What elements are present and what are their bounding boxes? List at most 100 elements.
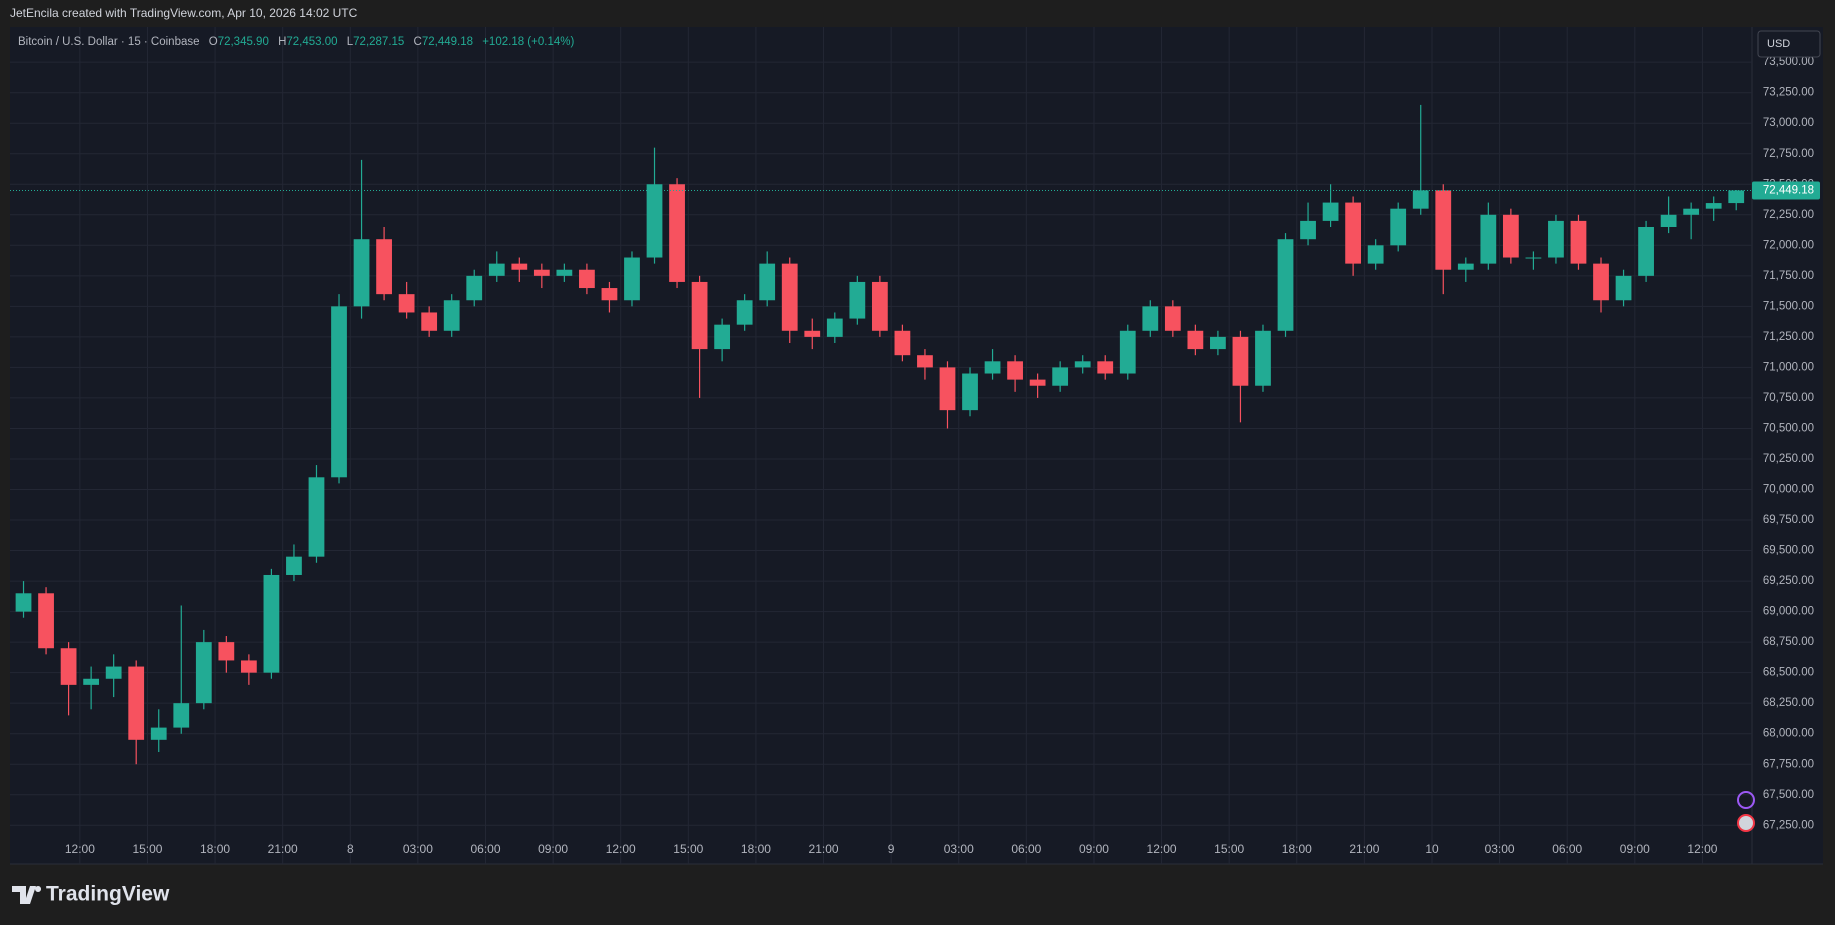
x-tick-label: 03:00	[944, 842, 974, 856]
y-tick-label: 72,750.00	[1763, 148, 1814, 160]
x-tick-label: 06:00	[1552, 842, 1582, 856]
last-price-label: 72,449.18	[1763, 184, 1814, 196]
y-tick-label: 73,000.00	[1763, 117, 1814, 129]
x-tick-label: 06:00	[1011, 842, 1041, 856]
candle-body	[1029, 379, 1046, 386]
candle-body	[286, 556, 302, 575]
x-tick-label: 10	[1425, 842, 1439, 856]
y-tick-label: 71,500.00	[1763, 300, 1814, 312]
y-tick-label: 73,500.00	[1763, 56, 1814, 68]
candle-body	[1097, 361, 1114, 374]
candle-body	[1187, 330, 1204, 350]
candle-body	[556, 269, 573, 276]
event-icon[interactable]	[1737, 791, 1755, 809]
candle-body	[353, 239, 370, 307]
candle-body	[1390, 208, 1407, 246]
candle-body	[38, 593, 54, 649]
ohlc-key: L	[347, 36, 354, 48]
candle-body	[1412, 190, 1429, 209]
last-price-box	[1752, 181, 1820, 200]
y-tick-label: 69,500.00	[1763, 545, 1814, 557]
candle-body	[60, 648, 77, 685]
candle-body	[984, 361, 1001, 374]
x-tick-label: 09:00	[1620, 842, 1650, 856]
candle-body	[15, 593, 32, 612]
candle-body	[781, 263, 798, 331]
x-tick-label: 15:00	[673, 842, 703, 856]
candle-body	[1683, 208, 1700, 215]
candle-body	[173, 703, 190, 728]
currency[interactable]: USD	[1767, 38, 1790, 50]
candle-body	[195, 642, 212, 704]
candle-body	[1525, 257, 1542, 259]
candle-body	[331, 306, 347, 478]
x-tick-label: 18:00	[1282, 842, 1312, 856]
candle-body	[533, 269, 550, 276]
y-tick-label: 68,500.00	[1763, 667, 1814, 679]
candle-body	[1232, 336, 1249, 386]
candle-body	[646, 184, 663, 258]
x-tick-label: 15:00	[132, 842, 162, 856]
candle-body	[1435, 190, 1452, 270]
y-tick-label: 69,000.00	[1763, 606, 1814, 618]
candle-body	[1007, 361, 1023, 380]
candle-body	[849, 281, 866, 319]
candle-body	[1480, 214, 1497, 264]
event-icon[interactable]	[1737, 814, 1755, 832]
candle-body	[1210, 336, 1226, 350]
candle-body	[421, 312, 438, 331]
candle-body	[579, 269, 595, 289]
candle-body	[466, 275, 483, 301]
candle-body	[826, 318, 843, 337]
y-tick-label: 69,250.00	[1763, 575, 1814, 587]
candle-body	[691, 281, 708, 350]
candle-body	[1502, 214, 1519, 258]
grid: 67,250.00 67,500.00 67,750.00 68,000.00 68,2…	[10, 27, 1814, 864]
candle-body	[1322, 202, 1339, 221]
candle-body	[1728, 190, 1745, 204]
candle-body	[1457, 263, 1474, 270]
candle-body	[736, 300, 753, 325]
candle-body	[894, 330, 911, 356]
y-tick-label: 69,750.00	[1763, 514, 1814, 526]
currency-button[interactable]	[1757, 30, 1821, 58]
candle-body	[871, 281, 888, 331]
x-tick-label: 03:00	[1485, 842, 1515, 856]
candle-body	[1593, 263, 1609, 301]
candle-body	[398, 294, 415, 313]
candle-body	[1164, 306, 1181, 331]
y-tick-label: 67,500.00	[1763, 789, 1814, 801]
credit: JetEncila created with TradingView.com, …	[10, 6, 358, 20]
candle-body	[376, 239, 392, 295]
candle-body	[601, 288, 618, 301]
x-tick-label: 06:00	[470, 842, 500, 856]
x-tick-label: 12:00	[1147, 842, 1177, 856]
y-tick-label: 72,250.00	[1763, 209, 1814, 221]
candle-body	[488, 263, 505, 276]
x-tick-label: 12:00	[65, 842, 95, 856]
candle-body	[1660, 214, 1677, 227]
candle-body	[917, 355, 933, 368]
candle-body	[308, 477, 325, 557]
y-tick-label: 71,000.00	[1763, 361, 1814, 373]
ohlc-key: C	[414, 36, 422, 48]
x-tick-label: 15:00	[1214, 842, 1244, 856]
candle-body	[624, 257, 640, 301]
candle-body	[1255, 330, 1271, 386]
y-tick-label: 73,250.00	[1763, 87, 1814, 99]
x-tick-label: 03:00	[403, 842, 433, 856]
y-tick-label: 70,000.00	[1763, 484, 1814, 496]
candles: 72,449.18	[10, 104, 1820, 765]
candle-body	[1570, 220, 1587, 264]
y-tick-label: 70,250.00	[1763, 453, 1814, 465]
candle-body	[1615, 275, 1632, 301]
candle-body	[218, 642, 235, 661]
y-tick-label: 68,000.00	[1763, 728, 1814, 740]
candle-body	[1705, 203, 1722, 209]
ohlc-value: 72,449.18	[422, 36, 473, 48]
x-tick-label: 21:00	[268, 842, 298, 856]
candle-body	[804, 330, 821, 337]
candle-body	[511, 263, 528, 270]
candle-body	[1277, 239, 1294, 331]
y-tick-label: 72,000.00	[1763, 239, 1814, 251]
